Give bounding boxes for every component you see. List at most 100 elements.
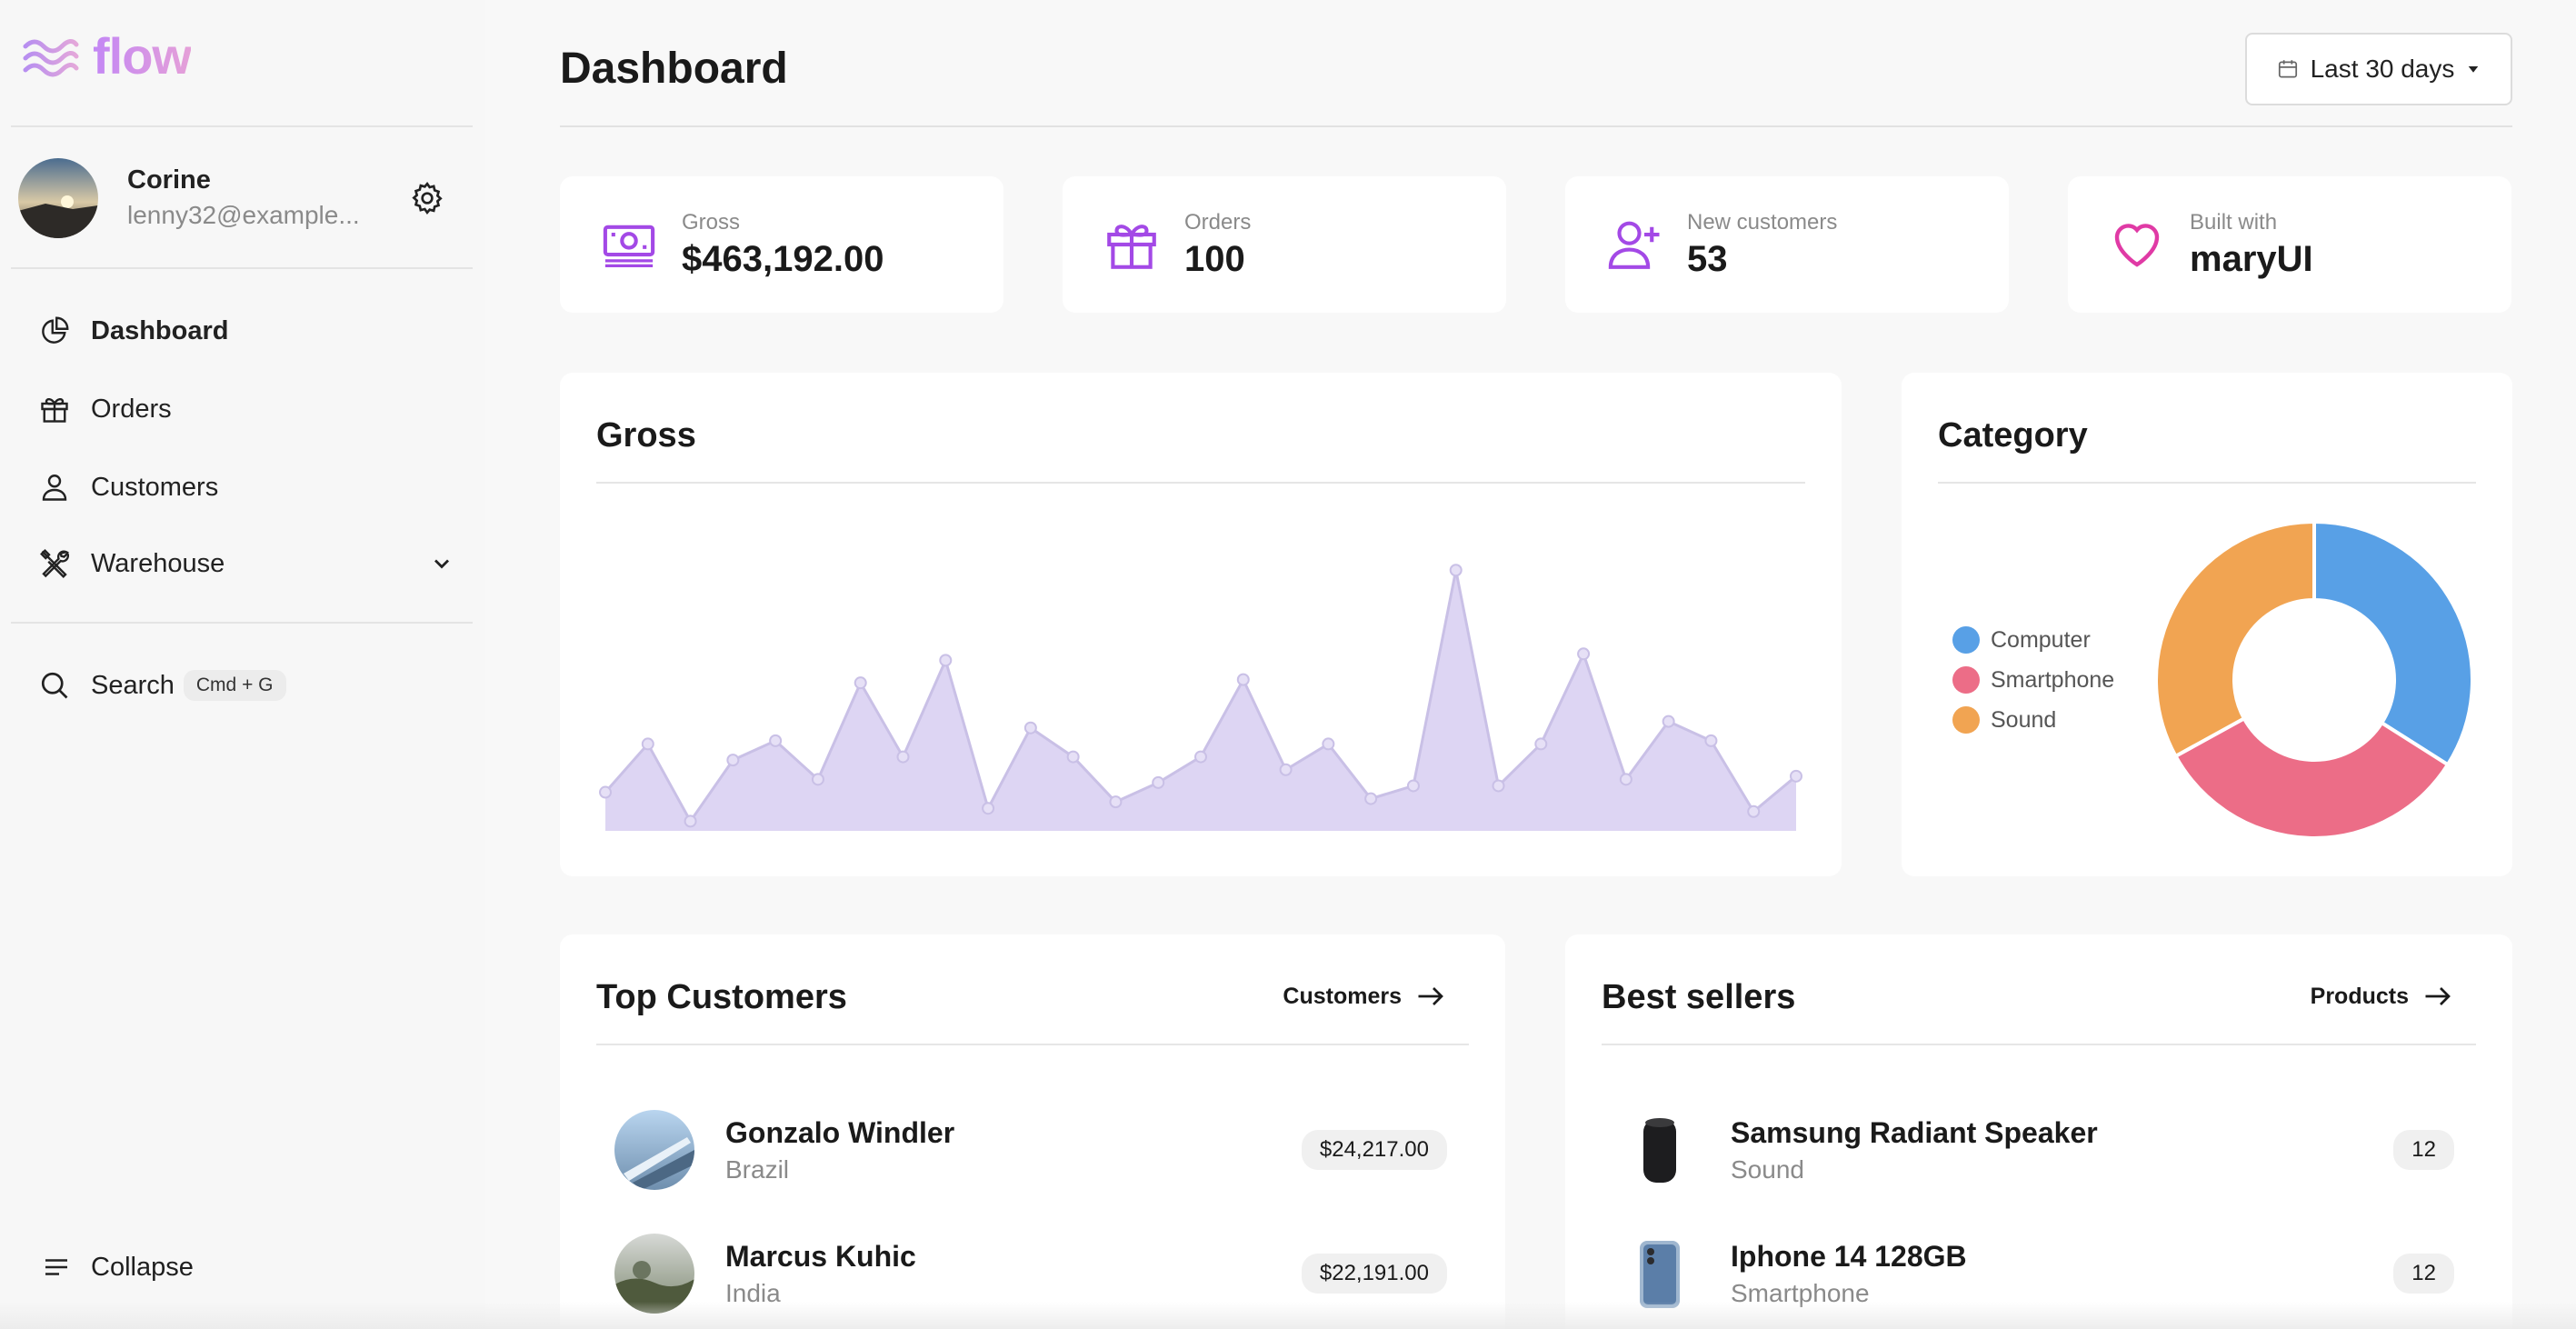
bars-icon <box>45 1259 67 1275</box>
legend-item[interactable]: Smartphone <box>1952 660 2114 700</box>
gross-point[interactable] <box>1194 750 1207 764</box>
date-range-select[interactable]: Last 30 days <box>2245 33 2512 105</box>
product-name: Samsung Radiant Speaker <box>1731 1115 2098 1149</box>
gross-point[interactable] <box>811 773 824 786</box>
gross-point[interactable] <box>684 814 697 828</box>
gross-point[interactable] <box>1152 775 1165 789</box>
card-title: Category <box>1938 416 2088 455</box>
gift-icon <box>36 391 73 427</box>
gear-icon[interactable] <box>409 180 445 216</box>
gross-point[interactable] <box>939 654 953 667</box>
gross-point[interactable] <box>769 734 783 747</box>
stat-card-new-customers: New customers 53 <box>1565 176 2009 313</box>
gross-point[interactable] <box>854 676 867 690</box>
arrow-right-icon <box>2425 987 2451 1005</box>
sidebar-item-dashboard[interactable]: Dashboard <box>36 302 454 360</box>
gross-point[interactable] <box>1023 721 1037 734</box>
gross-point[interactable] <box>1406 779 1420 793</box>
user-profile: Corine lenny32@example... <box>18 156 454 240</box>
page-title: Dashboard <box>560 45 788 93</box>
gross-point[interactable] <box>896 750 910 764</box>
chart-legend: Computer Smartphone Sound <box>1952 620 2114 740</box>
best-sellers-card: Best sellers Products Samsung Radiant Sp… <box>1565 934 2512 1329</box>
card-divider <box>1602 1044 2476 1045</box>
products-link[interactable]: Products <box>2311 980 2454 1013</box>
gross-point[interactable] <box>1449 564 1463 577</box>
gross-point[interactable] <box>726 754 740 767</box>
stat-card-built-with: Built with maryUI <box>2068 176 2511 313</box>
product-image <box>1620 1110 1700 1190</box>
user-email: lenny32@example... <box>127 201 360 230</box>
sidebar-item-label: Orders <box>91 394 172 424</box>
list-item[interactable]: Gonzalo Windler Brazil $24,217.00 <box>596 1100 1469 1200</box>
heart-icon <box>2104 212 2170 277</box>
legend-item[interactable]: Sound <box>1952 700 2114 740</box>
sidebar-item-orders[interactable]: Orders <box>36 380 454 438</box>
stat-label: New customers <box>1687 210 1838 235</box>
gross-point[interactable] <box>982 802 995 815</box>
gross-point[interactable] <box>599 785 612 799</box>
gross-point[interactable] <box>1790 769 1802 783</box>
legend-swatch <box>1952 666 1980 694</box>
donut-slice-smartphone[interactable] <box>2172 715 2451 840</box>
gross-point[interactable] <box>1236 673 1250 686</box>
gross-point[interactable] <box>1662 714 1675 728</box>
gross-point[interactable] <box>641 737 654 751</box>
legend-label: Sound <box>1991 706 2057 733</box>
avatar <box>614 1110 694 1190</box>
legend-swatch <box>1952 626 1980 654</box>
product-name: Iphone 14 128GB <box>1731 1239 1967 1273</box>
user-meta: Corine lenny32@example... <box>127 164 391 234</box>
gross-point[interactable] <box>1492 779 1505 793</box>
link-label: Products <box>2310 983 2409 1009</box>
customers-link[interactable]: Customers <box>1283 980 1447 1013</box>
chevron-down-icon[interactable] <box>429 551 454 576</box>
chart-pie-icon <box>36 313 73 349</box>
gross-area <box>605 570 1796 831</box>
stat-value: $463,192.00 <box>682 238 884 279</box>
stat-value: 100 <box>1184 238 1245 279</box>
waves-icon <box>23 39 79 77</box>
gross-point[interactable] <box>1322 737 1335 751</box>
gross-area-chart <box>599 564 1802 831</box>
card-divider <box>596 1044 1469 1045</box>
donut-slice-sound[interactable] <box>2154 519 2316 759</box>
bottom-fade <box>0 1302 2576 1329</box>
amount-badge: $22,191.00 <box>1301 1254 1447 1294</box>
link-label: Customers <box>1283 983 1402 1009</box>
top-customers-card: Top Customers Customers Gonzalo Windler … <box>560 934 1505 1329</box>
legend-item[interactable]: Computer <box>1952 620 2114 660</box>
search-label: Search <box>91 670 175 700</box>
sidebar: flow Corine lenny32@example... <box>0 0 485 1329</box>
wrench-screwdriver-icon <box>36 545 73 582</box>
gross-point[interactable] <box>1279 763 1293 776</box>
sidebar-item-warehouse[interactable]: Warehouse <box>36 535 454 593</box>
gross-point[interactable] <box>1747 804 1761 818</box>
gross-point[interactable] <box>1577 647 1591 661</box>
legend-label: Smartphone <box>1991 666 2115 693</box>
collapse-button[interactable]: Collapse <box>40 1251 194 1284</box>
list-item[interactable]: Marcus Kuhic India $22,191.00 <box>596 1224 1469 1324</box>
gross-point[interactable] <box>1704 734 1718 747</box>
user-plus-icon <box>1602 212 1667 277</box>
gross-point[interactable] <box>1619 773 1632 786</box>
sidebar-item-search[interactable]: Search Cmd + G <box>36 656 454 714</box>
list-item[interactable]: Iphone 14 128GB Smartphone 12 <box>1602 1224 2476 1324</box>
sidebar-item-customers[interactable]: Customers <box>36 458 454 516</box>
gross-point[interactable] <box>1364 792 1378 805</box>
avatar[interactable] <box>18 158 98 238</box>
donut-slice-computer[interactable] <box>2312 519 2474 767</box>
count-badge: 12 <box>2393 1254 2454 1294</box>
legend-swatch <box>1952 706 1980 734</box>
gross-point[interactable] <box>1066 750 1080 764</box>
sidebar-item-label: Dashboard <box>91 315 229 345</box>
gross-point[interactable] <box>1109 795 1123 809</box>
brand-logo[interactable]: flow <box>22 31 192 82</box>
calendar-icon <box>2278 60 2297 78</box>
list-item[interactable]: Samsung Radiant Speaker Sound 12 <box>1602 1100 2476 1200</box>
card-divider <box>596 482 1805 484</box>
card-divider <box>1938 482 2476 484</box>
gross-point[interactable] <box>1534 737 1548 751</box>
collapse-label: Collapse <box>91 1252 194 1282</box>
customer-name: Marcus Kuhic <box>725 1239 916 1273</box>
